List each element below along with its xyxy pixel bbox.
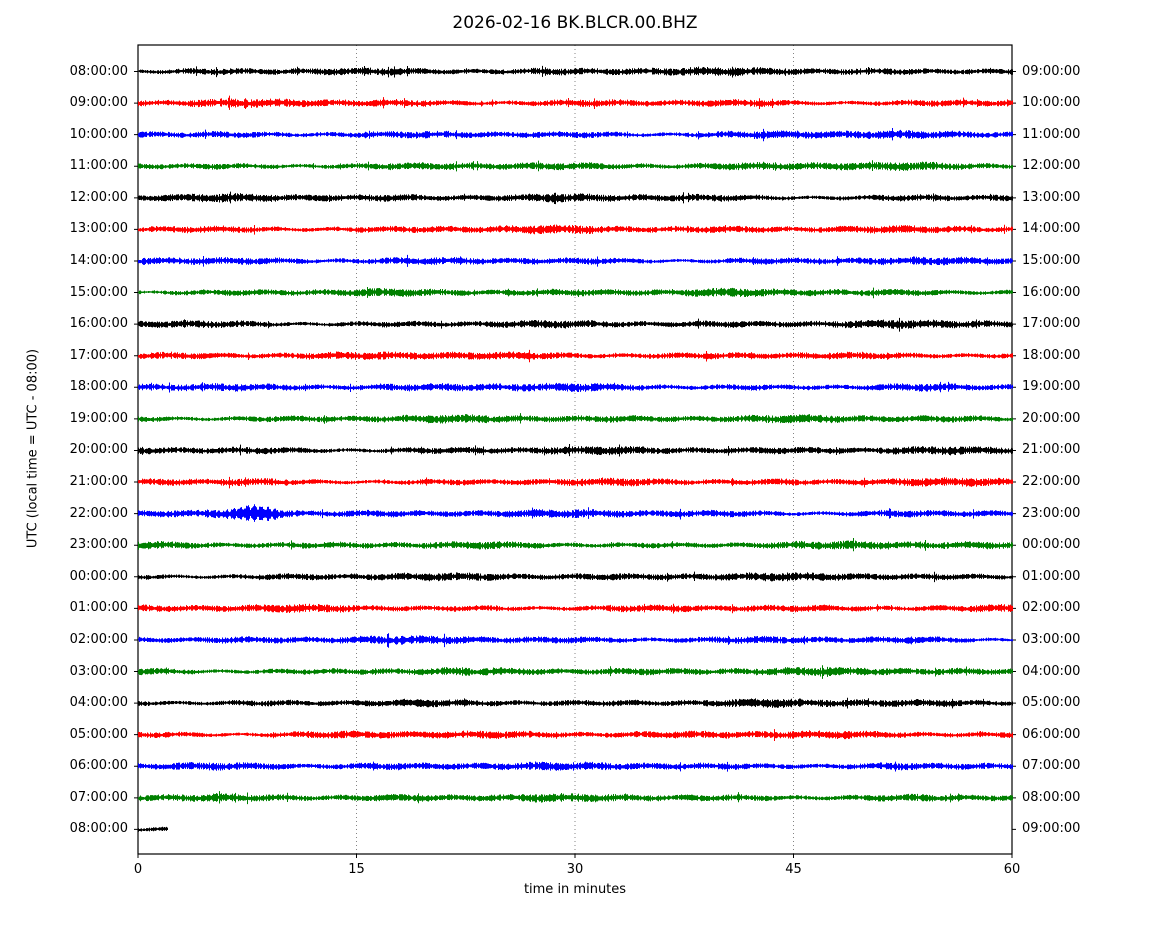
utc-start-time-label: 16:00:00 <box>69 316 128 332</box>
utc-start-time-label: 04:00:00 <box>69 695 128 711</box>
utc-end-time-label: 00:00:00 <box>1022 537 1081 553</box>
utc-start-time-label: 03:00:00 <box>69 663 128 679</box>
utc-end-time-label: 18:00:00 <box>1022 347 1081 363</box>
utc-start-time-label: 08:00:00 <box>69 63 128 79</box>
utc-start-time-label: 20:00:00 <box>69 442 128 458</box>
utc-start-time-label: 15:00:00 <box>69 284 128 300</box>
utc-start-time-label: 13:00:00 <box>69 221 128 237</box>
utc-end-time-label: 19:00:00 <box>1022 379 1081 395</box>
utc-end-time-label: 04:00:00 <box>1022 663 1081 679</box>
utc-end-time-label: 09:00:00 <box>1022 821 1081 837</box>
utc-start-time-label: 19:00:00 <box>69 410 128 426</box>
utc-start-time-label: 17:00:00 <box>69 347 128 363</box>
utc-end-time-label: 13:00:00 <box>1022 189 1081 205</box>
utc-start-time-label: 02:00:00 <box>69 631 128 647</box>
utc-end-time-label: 06:00:00 <box>1022 726 1081 742</box>
utc-end-time-label: 15:00:00 <box>1022 252 1081 268</box>
utc-end-time-label: 02:00:00 <box>1022 600 1081 616</box>
utc-end-time-label: 01:00:00 <box>1022 568 1081 584</box>
utc-end-time-label: 09:00:00 <box>1022 63 1081 79</box>
utc-end-time-label: 17:00:00 <box>1022 316 1081 332</box>
utc-start-time-label: 11:00:00 <box>69 158 128 174</box>
x-tick-label: 0 <box>133 862 143 877</box>
utc-start-time-label: 18:00:00 <box>69 379 128 395</box>
utc-end-time-label: 21:00:00 <box>1022 442 1081 458</box>
utc-start-time-label: 23:00:00 <box>69 537 128 553</box>
x-axis-label: time in minutes <box>523 882 627 897</box>
utc-start-time-label: 21:00:00 <box>69 474 128 490</box>
utc-end-time-label: 12:00:00 <box>1022 158 1081 174</box>
chart-title: 2026-02-16 BK.BLCR.00.BHZ <box>452 13 698 33</box>
utc-start-time-label: 01:00:00 <box>69 600 128 616</box>
utc-end-time-label: 05:00:00 <box>1022 695 1081 711</box>
x-tick-label: 45 <box>785 862 802 877</box>
utc-start-time-label: 10:00:00 <box>69 126 128 142</box>
utc-start-time-label: 12:00:00 <box>69 189 128 205</box>
utc-end-time-label: 10:00:00 <box>1022 95 1081 111</box>
utc-start-time-label: 09:00:00 <box>69 95 128 111</box>
utc-start-time-label: 07:00:00 <box>69 789 128 805</box>
x-tick-label: 15 <box>348 862 365 877</box>
utc-end-time-label: 07:00:00 <box>1022 758 1081 774</box>
utc-start-time-label: 08:00:00 <box>69 821 128 837</box>
utc-start-time-label: 06:00:00 <box>69 758 128 774</box>
utc-end-time-label: 23:00:00 <box>1022 505 1081 521</box>
x-tick-label: 30 <box>566 862 584 877</box>
utc-end-time-label: 08:00:00 <box>1022 789 1081 805</box>
y-axis-label: UTC (local time = UTC - 08:00) <box>25 348 41 549</box>
utc-end-time-label: 11:00:00 <box>1022 126 1081 142</box>
utc-end-time-label: 16:00:00 <box>1022 284 1081 300</box>
utc-end-time-label: 14:00:00 <box>1022 221 1081 237</box>
utc-start-time-label: 05:00:00 <box>69 726 128 742</box>
utc-end-time-label: 03:00:00 <box>1022 631 1081 647</box>
x-tick-label: 60 <box>1003 862 1021 877</box>
utc-start-time-label: 00:00:00 <box>69 568 128 584</box>
utc-start-time-label: 22:00:00 <box>69 505 128 521</box>
utc-start-time-label: 14:00:00 <box>69 252 128 268</box>
utc-end-time-label: 20:00:00 <box>1022 410 1081 426</box>
utc-end-time-label: 22:00:00 <box>1022 474 1081 490</box>
